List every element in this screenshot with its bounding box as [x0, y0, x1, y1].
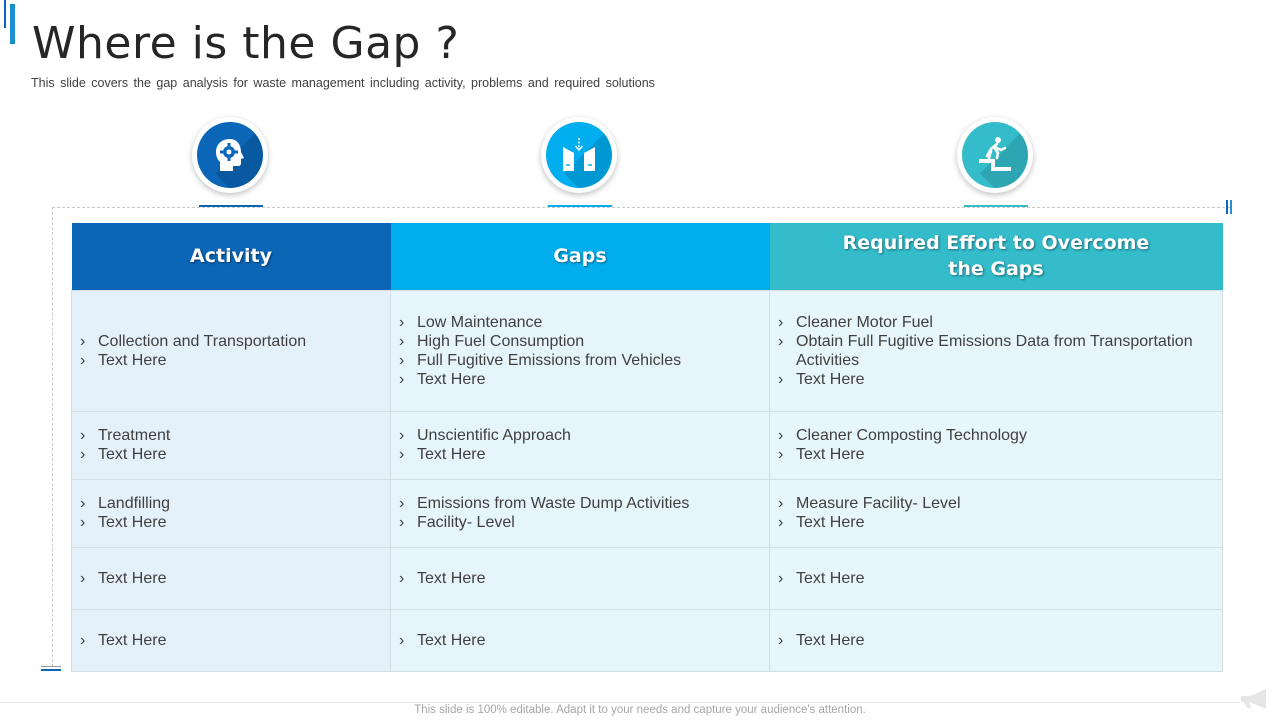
gaps-cell: Emissions from Waste Dump ActivitiesFaci… — [390, 478, 770, 548]
table-row: Text Here Text Here Text Here — [71, 608, 1223, 672]
table-row: TreatmentText HereUnscientific ApproachT… — [71, 410, 1223, 480]
effort-cell: Measure Facility- LevelText Here — [769, 478, 1223, 548]
activity-cell: Text Here — [71, 608, 391, 672]
title-accent-thin — [4, 0, 6, 28]
megaphone-icon — [1241, 689, 1266, 709]
footer-divider — [0, 702, 1240, 703]
list-item: Text Here — [80, 569, 380, 588]
page-subtitle: This slide covers the gap analysis for w… — [31, 76, 655, 90]
head-gear-icon — [216, 139, 244, 171]
effort-cell: Text Here — [769, 608, 1223, 672]
bullet-list: Text Here — [80, 569, 380, 588]
list-item: Full Fugitive Emissions from Vehicles — [399, 351, 759, 370]
icon-underline — [964, 205, 1028, 207]
table-row: Collection and TransportationText HereLo… — [71, 289, 1223, 412]
list-item: Text Here — [778, 569, 1212, 588]
list-item: High Fuel Consumption — [399, 332, 759, 351]
activity-cell: LandfillingText Here — [71, 478, 391, 548]
table-body: Collection and TransportationText HereLo… — [71, 289, 1223, 672]
bullet-list: Low MaintenanceHigh Fuel ConsumptionFull… — [399, 313, 759, 389]
gaps-cell: Text Here — [390, 608, 770, 672]
list-item: Text Here — [778, 631, 1212, 650]
gaps-cell: Text Here — [390, 546, 770, 610]
list-item: Emissions from Waste Dump Activities — [399, 494, 759, 513]
effort-icon-badge — [957, 117, 1033, 193]
person-climbing-step-icon — [979, 137, 1011, 171]
bullet-list: LandfillingText Here — [80, 494, 380, 532]
gaps-cell: Low MaintenanceHigh Fuel ConsumptionFull… — [390, 289, 770, 412]
header-required-effort: Required Effort to Overcome the Gaps — [769, 223, 1223, 290]
activity-icon-badge — [192, 117, 268, 193]
effort-cell: Cleaner Composting TechnologyText Here — [769, 410, 1223, 480]
list-item: Text Here — [399, 445, 759, 464]
bullet-list: Text Here — [80, 631, 380, 650]
gaps-cell: Unscientific ApproachText Here — [390, 410, 770, 480]
list-item: Measure Facility- Level — [778, 494, 1212, 513]
effort-cell: Cleaner Motor FuelObtain Full Fugitive E… — [769, 289, 1223, 412]
table-header-row: Activity Gaps Required Effort to Overcom… — [71, 223, 1223, 290]
table-row: Text Here Text Here Text Here — [71, 546, 1223, 610]
list-item: Unscientific Approach — [399, 426, 759, 445]
header-gaps: Gaps — [390, 223, 770, 290]
bullet-list: Unscientific ApproachText Here — [399, 426, 759, 464]
list-item: Text Here — [399, 631, 759, 650]
list-item: Obtain Full Fugitive Emissions Data from… — [778, 332, 1212, 370]
list-item: Text Here — [778, 445, 1212, 464]
icon-underline — [548, 205, 612, 207]
list-item: Cleaner Motor Fuel — [778, 313, 1212, 332]
frame-corner-mark — [41, 666, 61, 671]
header-effort-line1: Required Effort to Overcome — [842, 232, 1150, 255]
icon-underline — [199, 205, 263, 207]
activity-cell: Text Here — [71, 546, 391, 610]
bullet-list: Text Here — [778, 569, 1212, 588]
list-item: Text Here — [778, 370, 1212, 389]
bullet-list: Cleaner Motor FuelObtain Full Fugitive E… — [778, 313, 1212, 389]
list-item: Text Here — [80, 351, 380, 370]
gap-arrows-icon — [563, 138, 595, 171]
activity-cell: TreatmentText Here — [71, 410, 391, 480]
activity-cell: Collection and TransportationText Here — [71, 289, 391, 412]
list-item: Landfilling — [80, 494, 380, 513]
list-item: Text Here — [399, 370, 759, 389]
bullet-list: Text Here — [399, 569, 759, 588]
list-item: Text Here — [80, 513, 380, 532]
bullet-list: Text Here — [399, 631, 759, 650]
list-item: Text Here — [399, 569, 759, 588]
list-item: Text Here — [778, 513, 1212, 532]
bullet-list: Cleaner Composting TechnologyText Here — [778, 426, 1212, 464]
footer-note: This slide is 100% editable. Adapt it to… — [414, 704, 866, 716]
bullet-list: Collection and TransportationText Here — [80, 332, 380, 370]
list-item: Collection and Transportation — [80, 332, 380, 351]
bullet-list: TreatmentText Here — [80, 426, 380, 464]
table-row: LandfillingText HereEmissions from Waste… — [71, 478, 1223, 548]
list-item: Text Here — [80, 631, 380, 650]
frame-corner-mark — [1226, 200, 1232, 214]
list-item: Facility- Level — [399, 513, 759, 532]
dashed-frame — [52, 207, 1230, 667]
title-accent-bar — [10, 4, 15, 44]
list-item: Cleaner Composting Technology — [778, 426, 1212, 445]
bullet-list: Measure Facility- LevelText Here — [778, 494, 1212, 532]
header-activity: Activity — [71, 223, 391, 290]
page-title: Where is the Gap ? — [32, 18, 460, 69]
gaps-icon-badge — [541, 117, 617, 193]
list-item: Text Here — [80, 445, 380, 464]
list-item: Low Maintenance — [399, 313, 759, 332]
header-effort-line2: the Gaps — [948, 258, 1044, 281]
bullet-list: Text Here — [778, 631, 1212, 650]
bullet-list: Emissions from Waste Dump ActivitiesFaci… — [399, 494, 759, 532]
effort-cell: Text Here — [769, 546, 1223, 610]
gap-analysis-table: Activity Gaps Required Effort to Overcom… — [71, 223, 1223, 672]
list-item: Treatment — [80, 426, 380, 445]
